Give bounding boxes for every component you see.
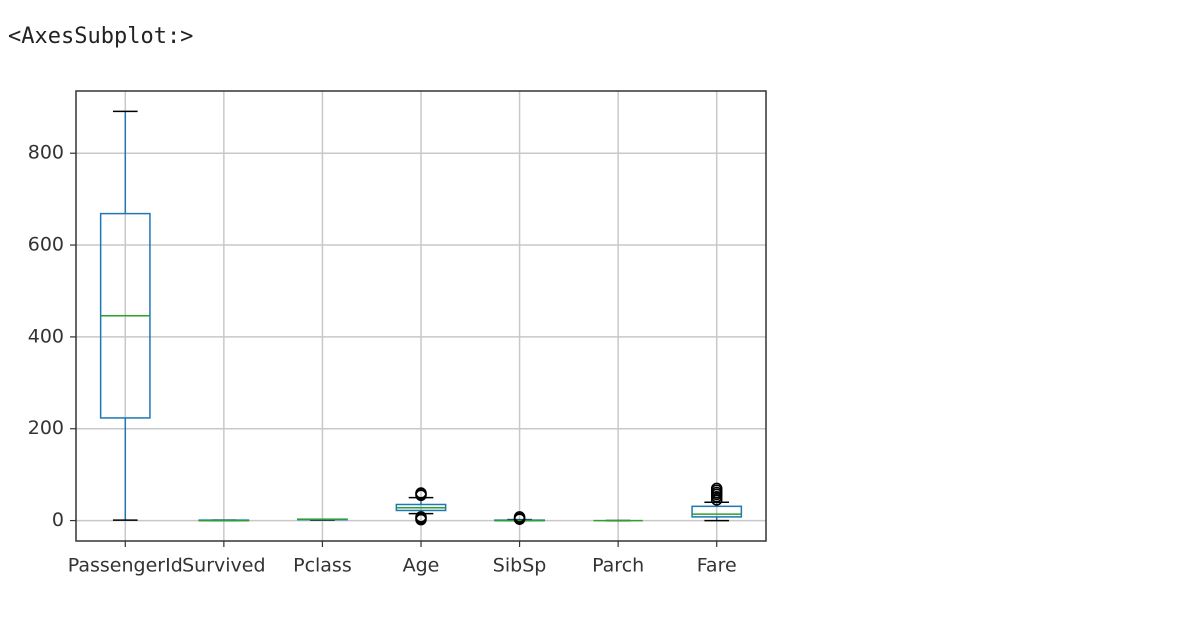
x-tick-label: Parch	[592, 555, 644, 577]
x-tick-label: PassengerId	[68, 555, 183, 577]
y-tick-label: 600	[28, 234, 64, 256]
x-tick-label: Fare	[697, 555, 737, 577]
x-tick-label: Survived	[182, 555, 265, 577]
y-tick-label: 0	[52, 509, 64, 531]
flier	[710, 482, 723, 495]
box	[691, 505, 743, 518]
flier	[415, 511, 427, 523]
flier	[415, 487, 427, 499]
y-tick-label: 400	[28, 325, 64, 347]
y-tick-label: 200	[28, 417, 64, 439]
output-label: <AxesSubplot:>	[8, 24, 193, 49]
x-tick-label: Pclass	[293, 555, 352, 577]
y-tick-label: 800	[28, 142, 64, 164]
x-tick-label: SibSp	[493, 555, 547, 577]
plot-frame	[75, 90, 767, 542]
x-tick-label: Age	[403, 555, 440, 577]
flier	[513, 511, 526, 523]
